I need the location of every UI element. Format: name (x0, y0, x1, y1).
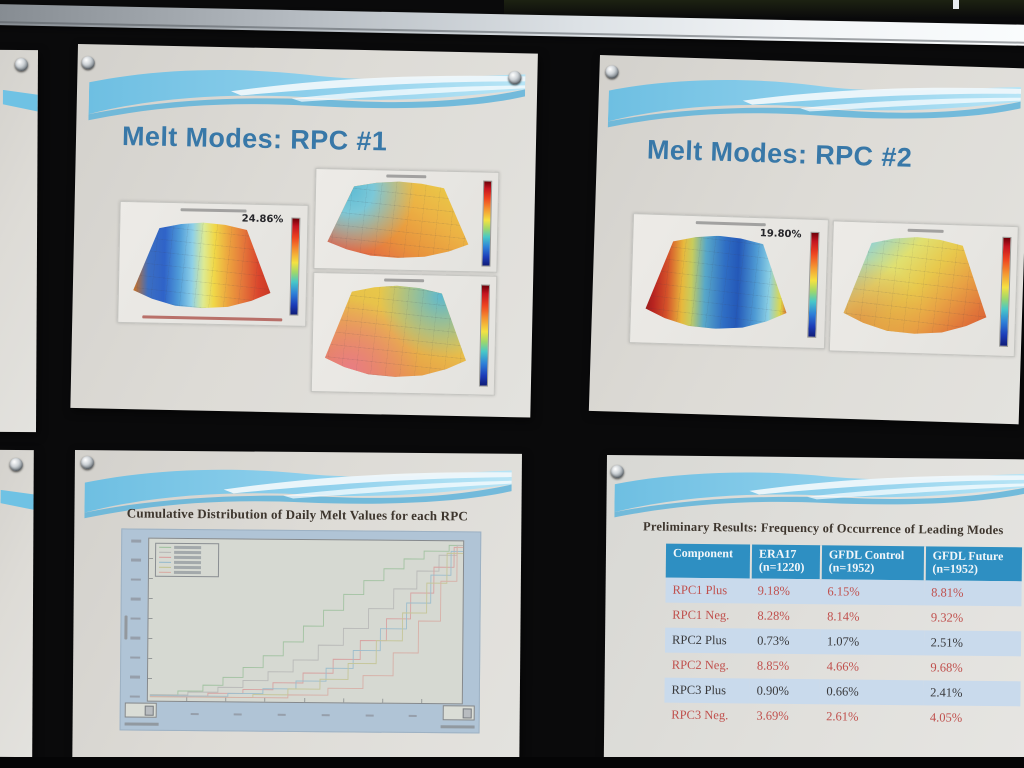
slide-frequency-table: Preliminary Results: Frequency of Occurr… (603, 455, 1024, 762)
contour-map (640, 232, 793, 337)
map-panel-tertiary (310, 271, 498, 396)
wave-header-graphic (614, 469, 1024, 522)
colorbar (478, 284, 491, 387)
slide-melt-modes-rpc2: Melt Modes: RPC #2 19.80% (588, 55, 1024, 425)
column-header: Component (665, 543, 752, 579)
legend-item (159, 550, 215, 554)
table-row: RPC1 Plus 9.18% 6.15% 8.81% (665, 577, 1022, 607)
colorbar (481, 180, 493, 267)
partial-slide-bottom-left (0, 449, 34, 758)
map-panel-primary: 24.86% (117, 200, 309, 327)
pushpin (9, 457, 23, 472)
slide-title: Melt Modes: RPC #2 (646, 134, 913, 173)
contour-map (128, 220, 276, 315)
slide-melt-modes-rpc1: Melt Modes: RPC #1 24.86% (70, 44, 538, 418)
column-header: GFDL Control (n=1952) (820, 545, 925, 581)
legend-item (158, 570, 215, 574)
table-row: RPC2 Plus 0.73% 1.07% 2.51% (664, 627, 1022, 657)
wave-graphic-fragment (0, 490, 33, 514)
map-panel-primary: 19.80% (628, 213, 829, 350)
photo-bottom-edge (0, 757, 1024, 768)
table-row: RPC2 Neg. 8.85% 4.66% 9.68% (671, 657, 963, 675)
pushpin (610, 465, 624, 479)
legend-item (159, 560, 215, 564)
board-top-dark-corner (504, 0, 1024, 18)
figure-slider-control (442, 705, 475, 721)
matlab-figure (119, 528, 482, 734)
map-panel-secondary (828, 220, 1019, 358)
x-tick-labels (146, 712, 461, 718)
illegible-panel-title (180, 208, 247, 213)
legend-item (159, 555, 215, 559)
illegible-widget-label (440, 725, 475, 729)
plot-area (146, 537, 465, 705)
partial-slide-top-left (0, 49, 38, 433)
pushpin (14, 57, 28, 72)
map-panel-secondary (313, 168, 500, 273)
slide-title: Melt Modes: RPC #1 (121, 120, 388, 157)
illegible-panel-title (907, 228, 944, 233)
legend-item (158, 565, 215, 569)
table-row: RPC3 Plus 0.90% 0.66% 2.41% (664, 677, 1021, 707)
illegible-caption (142, 315, 283, 322)
colorbar (289, 217, 301, 316)
pushpin (80, 456, 94, 470)
wave-header-graphic (607, 74, 1022, 141)
variance-label: 19.80% (759, 228, 802, 241)
table-row: RPC3 Neg. 3.69% 2.61% 4.05% (671, 707, 963, 725)
colorbar (999, 236, 1012, 347)
chart-legend (154, 542, 220, 577)
colorbar (807, 231, 820, 338)
illegible-panel-title (695, 221, 766, 226)
figure-slider-control (124, 702, 157, 718)
illegible-widget-label (124, 722, 159, 726)
slide-cdf: Cumulative Distribution of Daily Melt Va… (72, 450, 522, 761)
table-row: RPC1 Neg. 8.28% 8.14% 9.32% (672, 607, 964, 625)
variance-label: 24.86% (241, 213, 284, 226)
contour-map (838, 234, 993, 343)
contour-map (323, 179, 475, 264)
legend-item (159, 545, 215, 549)
y-tick-labels (129, 539, 142, 698)
column-header: GFDL Future (n=1952) (924, 546, 1023, 582)
illegible-panel-title (384, 278, 425, 282)
contour-map (320, 283, 472, 384)
cdf-curves (148, 544, 464, 704)
column-header: ERA17 (n=1220) (750, 544, 821, 580)
illegible-panel-title (386, 174, 427, 178)
wave-graphic-fragment (3, 90, 38, 116)
slide-title: Preliminary Results: Frequency of Occurr… (642, 519, 1004, 538)
frequency-table: Component ERA17 (n=1220) GFDL Control (n=195… (664, 543, 1023, 732)
rail-highlight (953, 0, 959, 9)
y-axis-label (124, 615, 128, 640)
slide-title: Cumulative Distribution of Daily Melt Va… (126, 505, 469, 524)
